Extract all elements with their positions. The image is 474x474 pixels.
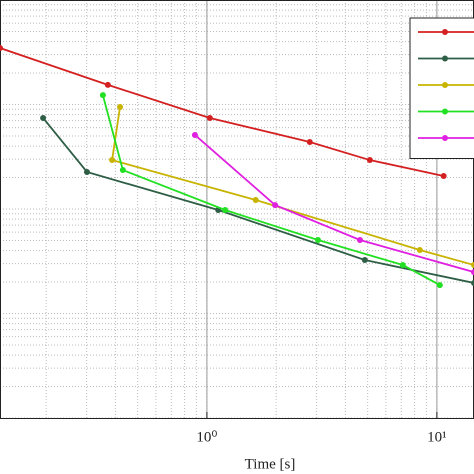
series-line — [102, 94, 441, 286]
series-point — [83, 168, 90, 175]
series-point — [306, 138, 313, 145]
series-point — [252, 196, 259, 203]
series-point — [361, 257, 368, 264]
series-line — [194, 134, 474, 273]
series-point — [314, 237, 321, 244]
series-point — [471, 262, 474, 269]
series-point — [272, 202, 279, 209]
legend-box — [409, 17, 474, 159]
series-point — [416, 247, 423, 254]
legend-marker — [442, 55, 448, 62]
series-point — [104, 81, 111, 88]
series-line — [0, 47, 444, 177]
series-point — [399, 262, 406, 269]
x-tick-label: 10¹ — [427, 429, 447, 445]
series-point — [206, 114, 213, 121]
legend-marker — [442, 82, 448, 88]
legend-marker — [442, 29, 448, 35]
series-point — [109, 157, 116, 164]
series-point — [436, 282, 443, 289]
x-tick-label: 10⁰ — [196, 429, 217, 445]
series-point — [0, 45, 3, 52]
series-point — [117, 104, 124, 111]
series-point — [99, 92, 106, 99]
series-point — [40, 114, 47, 121]
series-point — [471, 269, 474, 276]
series-point — [356, 237, 363, 244]
series-point — [366, 157, 373, 164]
series-point — [471, 279, 474, 286]
legend-marker — [442, 108, 448, 115]
x-axis-label: Time [s] — [245, 456, 296, 472]
series-point — [119, 167, 126, 174]
series-point — [440, 172, 447, 179]
legend-marker — [442, 135, 448, 141]
series-point — [222, 207, 229, 214]
series-point — [191, 131, 198, 138]
